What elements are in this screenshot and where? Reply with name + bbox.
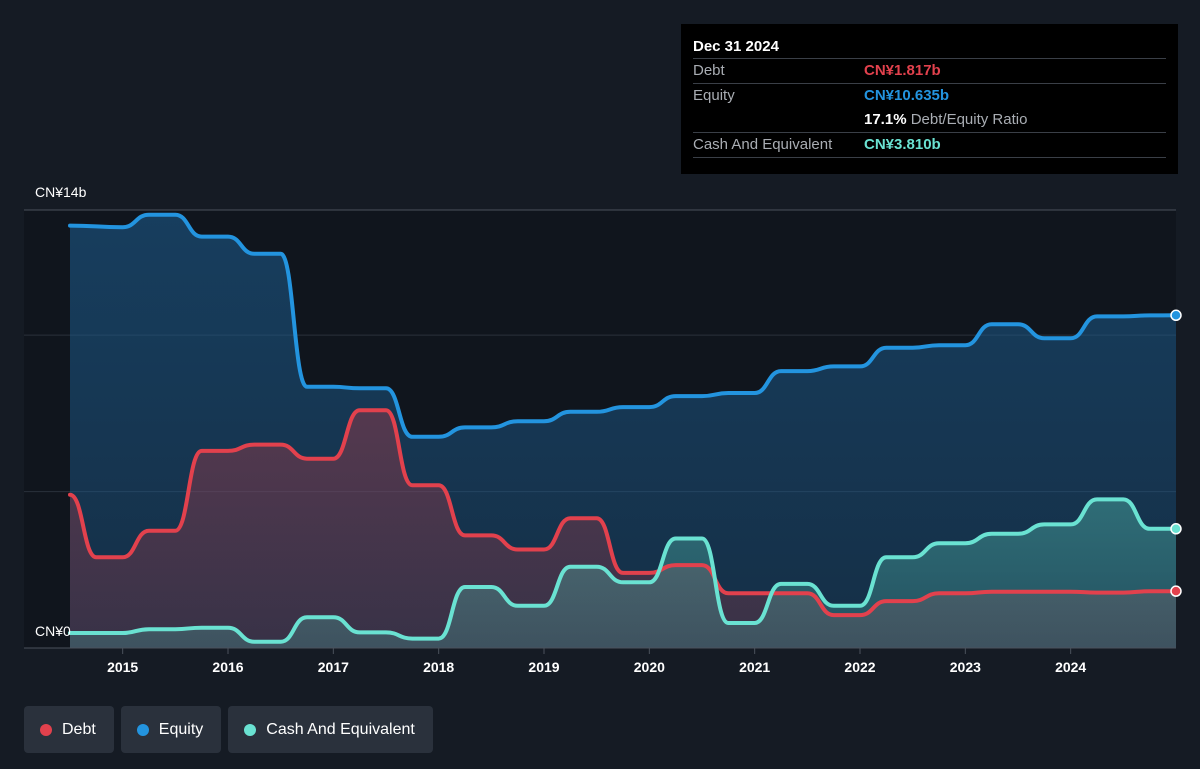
equity-dot-icon: [136, 723, 149, 736]
legend-item-debt[interactable]: Debt: [24, 706, 114, 753]
x-tick-label: 2023: [950, 659, 981, 675]
equity-end-marker: [1170, 309, 1182, 322]
tooltip-ratio-label: Debt/Equity Ratio: [910, 111, 1028, 128]
y-axis-bottom-label: CN¥0: [35, 623, 71, 639]
tooltip-equity-value: CN¥10.635b: [864, 87, 950, 104]
tooltip-ratio: 17.1% Debt/Equity Ratio: [864, 108, 1027, 132]
tooltip-ratio-row: 17.1% Debt/Equity Ratio: [693, 108, 1166, 132]
debt-dot-icon: [40, 723, 52, 736]
end-markers: [1170, 309, 1182, 597]
debt-line: [68, 408, 1178, 618]
legend: Debt Equity Cash And Equivalent: [24, 706, 433, 753]
legend-item-cash[interactable]: Cash And Equivalent: [228, 706, 433, 753]
x-tick-label: 2024: [1055, 659, 1086, 675]
tooltip-equity-row: Equity CN¥10.635b: [693, 83, 1166, 108]
x-tick-label: 2022: [844, 659, 875, 675]
x-tick-label: 2017: [318, 659, 349, 675]
x-tick-label: 2020: [634, 659, 665, 675]
cash-end-marker: [1170, 523, 1182, 535]
tooltip-ratio-value: 17.1%: [864, 111, 907, 128]
x-tick-label: 2021: [739, 659, 770, 675]
series-lines: [68, 212, 1178, 644]
x-tick-label: 2016: [212, 659, 243, 675]
x-tick-label: 2019: [528, 659, 559, 675]
tooltip-debt-value: CN¥1.817b: [864, 62, 941, 79]
tooltip-date: Dec 31 2024: [693, 38, 779, 55]
x-tick-label: 2015: [107, 659, 138, 675]
cash-line: [68, 497, 1178, 644]
cash-area: [70, 499, 1176, 648]
tooltip-equity-label: Equity: [693, 87, 735, 104]
tooltip-cash-row: Cash And Equivalent CN¥3.810b: [693, 132, 1166, 158]
tooltip-cash-label: Cash And Equivalent: [693, 136, 833, 153]
y-axis-top-label: CN¥14b: [35, 184, 87, 200]
legend-debt-label: Debt: [62, 720, 96, 738]
tooltip-cash-value: CN¥3.810b: [864, 136, 941, 153]
legend-cash-label: Cash And Equivalent: [266, 720, 415, 738]
legend-equity-label: Equity: [158, 720, 204, 738]
debt-end-marker: [1170, 585, 1182, 597]
equity-line: [68, 212, 1178, 439]
tooltip-debt-label: Debt: [693, 62, 725, 79]
tooltip-panel: Dec 31 2024 Debt CN¥1.817b Equity CN¥10.…: [681, 24, 1178, 174]
legend-item-equity[interactable]: Equity: [120, 706, 222, 753]
x-axis: 2015 2016 2017 2018 2019 2020 2021 2022 2023 2024: [24, 647, 1176, 675]
x-tick-label: 2018: [423, 659, 454, 675]
debt-area: [70, 410, 1176, 648]
tooltip-debt-row: Debt CN¥1.817b: [693, 58, 1166, 83]
series-areas: [70, 214, 1176, 648]
cash-dot-icon: [244, 723, 257, 736]
